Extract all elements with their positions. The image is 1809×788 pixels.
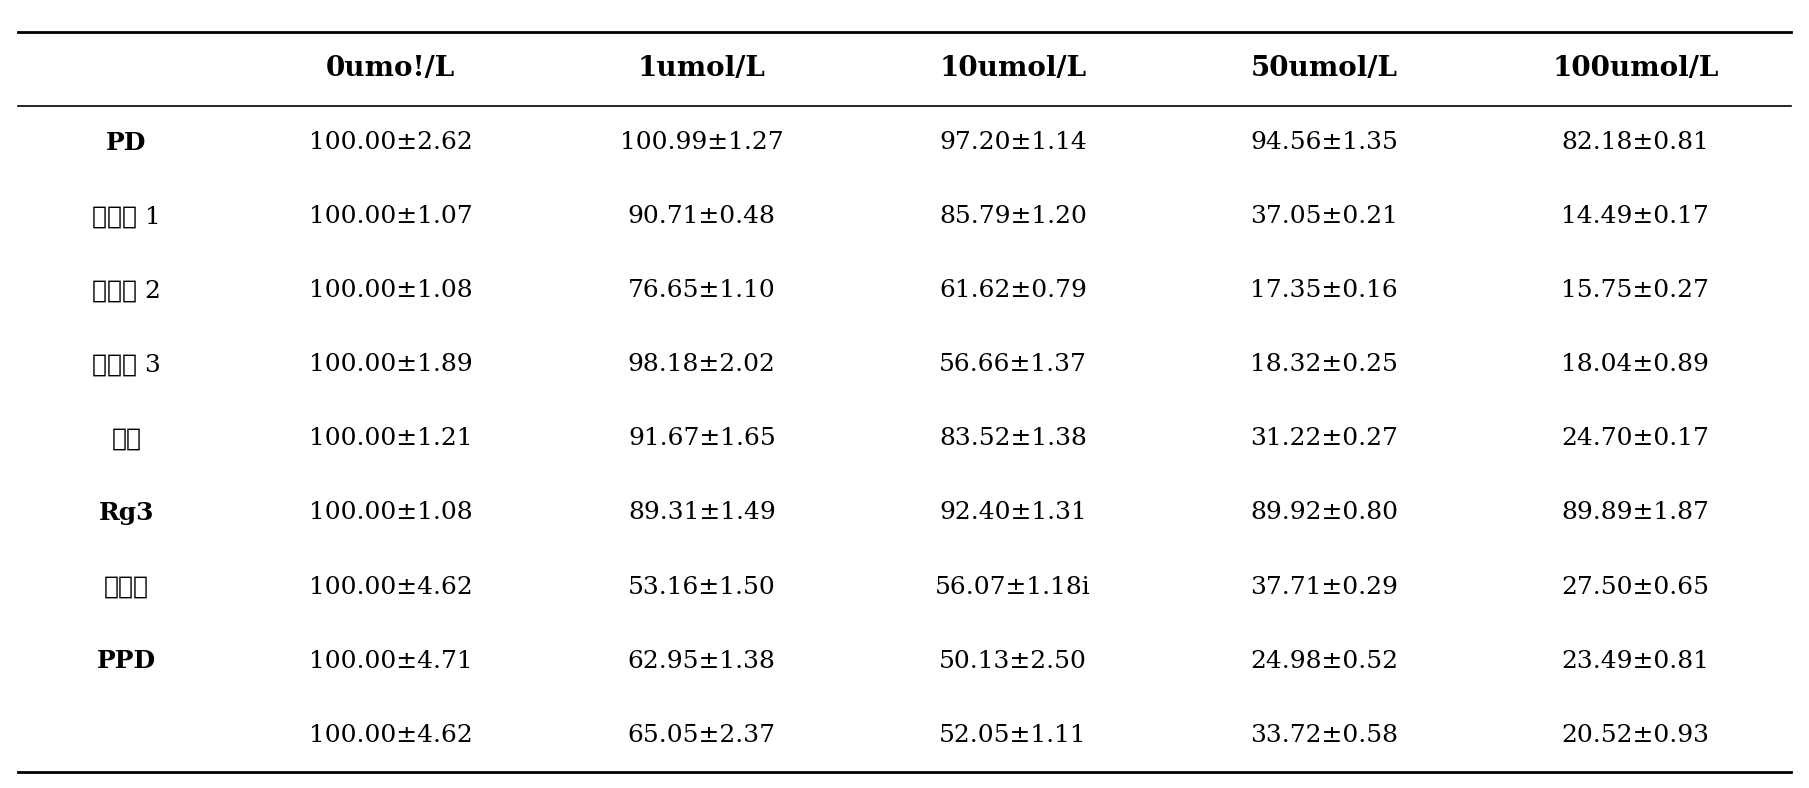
Text: 94.56±1.35: 94.56±1.35 — [1250, 131, 1398, 154]
Text: 100.00±4.62: 100.00±4.62 — [309, 723, 472, 747]
Text: 85.79±1.20: 85.79±1.20 — [939, 205, 1087, 229]
Text: 10umol/L: 10umol/L — [939, 55, 1087, 82]
Text: 100.00±1.89: 100.00±1.89 — [309, 353, 472, 377]
Text: 56.07±1.18i: 56.07±1.18i — [935, 575, 1091, 599]
Text: 100.00±4.62: 100.00±4.62 — [309, 575, 472, 599]
Text: 100.00±2.62: 100.00±2.62 — [309, 131, 472, 154]
Text: 100.00±1.08: 100.00±1.08 — [309, 279, 472, 303]
Text: 14.49±0.17: 14.49±0.17 — [1561, 205, 1710, 229]
Text: 紫杉醇: 紫杉醇 — [105, 575, 148, 599]
Text: 0umo!/L: 0umo!/L — [326, 55, 456, 82]
Text: 37.71±0.29: 37.71±0.29 — [1250, 575, 1398, 599]
Text: 15.75±0.27: 15.75±0.27 — [1561, 279, 1710, 303]
Text: 100.99±1.27: 100.99±1.27 — [620, 131, 783, 154]
Text: 18.32±0.25: 18.32±0.25 — [1250, 353, 1398, 377]
Text: 100.00±4.71: 100.00±4.71 — [309, 649, 472, 673]
Text: 24.98±0.52: 24.98±0.52 — [1250, 649, 1398, 673]
Text: 17.35±0.16: 17.35±0.16 — [1250, 279, 1398, 303]
Text: 82.18±0.81: 82.18±0.81 — [1561, 131, 1710, 154]
Text: 31.22±0.27: 31.22±0.27 — [1250, 427, 1398, 451]
Text: 100.00±1.07: 100.00±1.07 — [309, 205, 472, 229]
Text: 24.70±0.17: 24.70±0.17 — [1561, 427, 1710, 451]
Text: 100.00±1.08: 100.00±1.08 — [309, 501, 472, 525]
Text: 76.65±1.10: 76.65±1.10 — [628, 279, 776, 303]
Text: 52.05±1.11: 52.05±1.11 — [939, 723, 1087, 747]
Text: 50umol/L: 50umol/L — [1250, 55, 1398, 82]
Text: 56.66±1.37: 56.66±1.37 — [939, 353, 1087, 377]
Text: 衍生物 3: 衍生物 3 — [92, 353, 161, 377]
Text: 27.50±0.65: 27.50±0.65 — [1561, 575, 1710, 599]
Text: 89.89±1.87: 89.89±1.87 — [1561, 501, 1710, 525]
Text: 89.31±1.49: 89.31±1.49 — [628, 501, 776, 525]
Text: 62.95±1.38: 62.95±1.38 — [628, 649, 776, 673]
Text: 83.52±1.38: 83.52±1.38 — [939, 427, 1087, 451]
Text: 33.72±0.58: 33.72±0.58 — [1250, 723, 1398, 747]
Text: 23.49±0.81: 23.49±0.81 — [1561, 649, 1710, 673]
Text: 20.52±0.93: 20.52±0.93 — [1561, 723, 1710, 747]
Text: 61.62±0.79: 61.62±0.79 — [939, 279, 1087, 303]
Text: 四醜: 四醜 — [112, 427, 141, 451]
Text: PPD: PPD — [98, 649, 156, 673]
Text: 92.40±1.31: 92.40±1.31 — [939, 501, 1087, 525]
Text: 89.92±0.80: 89.92±0.80 — [1250, 501, 1398, 525]
Text: Rg3: Rg3 — [99, 501, 154, 525]
Text: 91.67±1.65: 91.67±1.65 — [628, 427, 776, 451]
Text: 98.18±2.02: 98.18±2.02 — [628, 353, 776, 377]
Text: PD: PD — [107, 131, 147, 154]
Text: 100umol/L: 100umol/L — [1552, 55, 1719, 82]
Text: 65.05±2.37: 65.05±2.37 — [628, 723, 776, 747]
Text: 衍生物 1: 衍生物 1 — [92, 205, 161, 229]
Text: 100.00±1.21: 100.00±1.21 — [309, 427, 472, 451]
Text: 1umol/L: 1umol/L — [639, 55, 765, 82]
Text: 37.05±0.21: 37.05±0.21 — [1250, 205, 1398, 229]
Text: 53.16±1.50: 53.16±1.50 — [628, 575, 776, 599]
Text: 50.13±2.50: 50.13±2.50 — [939, 649, 1087, 673]
Text: 97.20±1.14: 97.20±1.14 — [939, 131, 1087, 154]
Text: 90.71±0.48: 90.71±0.48 — [628, 205, 776, 229]
Text: 衍生物 2: 衍生物 2 — [92, 279, 161, 303]
Text: 18.04±0.89: 18.04±0.89 — [1561, 353, 1710, 377]
